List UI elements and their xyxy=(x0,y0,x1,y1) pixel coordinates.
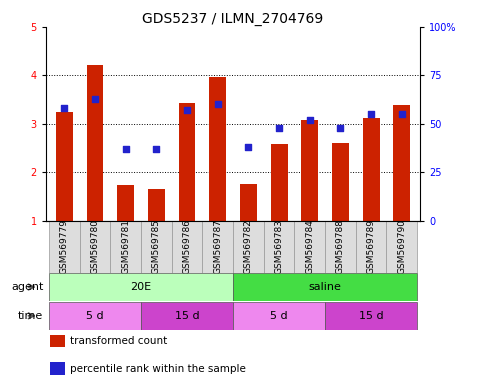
Bar xyxy=(325,302,417,329)
Bar xyxy=(49,273,233,301)
Text: GSM569783: GSM569783 xyxy=(274,219,284,274)
Bar xyxy=(393,106,410,221)
Bar xyxy=(80,221,110,273)
Point xyxy=(337,125,344,131)
Text: GSM569782: GSM569782 xyxy=(244,219,253,274)
Text: 5 d: 5 d xyxy=(86,311,104,321)
Bar xyxy=(110,221,141,273)
Text: agent: agent xyxy=(11,282,43,292)
Text: GSM569784: GSM569784 xyxy=(305,219,314,274)
Text: GSM569785: GSM569785 xyxy=(152,219,161,274)
Bar xyxy=(49,302,141,329)
Text: transformed count: transformed count xyxy=(70,336,168,346)
Text: GSM569781: GSM569781 xyxy=(121,219,130,274)
Point xyxy=(244,144,252,150)
Point xyxy=(153,146,160,152)
Point xyxy=(183,107,191,113)
Point xyxy=(60,105,68,111)
Text: GSM569790: GSM569790 xyxy=(398,219,406,274)
Bar xyxy=(301,120,318,221)
Bar xyxy=(240,184,257,221)
Bar xyxy=(117,185,134,221)
Point xyxy=(214,101,222,108)
Bar xyxy=(141,302,233,329)
Bar xyxy=(56,112,73,221)
Bar xyxy=(141,221,171,273)
Bar xyxy=(171,221,202,273)
Bar xyxy=(295,221,325,273)
Bar xyxy=(332,143,349,221)
Text: GSM569789: GSM569789 xyxy=(367,219,376,274)
Bar xyxy=(356,221,386,273)
Bar xyxy=(86,65,103,221)
Bar xyxy=(50,335,65,347)
Text: 15 d: 15 d xyxy=(175,311,199,321)
Point xyxy=(275,125,283,131)
Bar xyxy=(148,189,165,221)
Bar xyxy=(233,221,264,273)
Point xyxy=(122,146,129,152)
Text: GSM569779: GSM569779 xyxy=(60,219,69,274)
Bar xyxy=(233,273,417,301)
Text: 15 d: 15 d xyxy=(359,311,384,321)
Text: 20E: 20E xyxy=(130,282,152,292)
Point xyxy=(91,96,99,102)
Bar xyxy=(179,103,196,221)
Text: saline: saline xyxy=(309,282,341,292)
Bar xyxy=(49,221,80,273)
Point xyxy=(398,111,406,117)
Text: GSM569788: GSM569788 xyxy=(336,219,345,274)
Text: GSM569786: GSM569786 xyxy=(183,219,192,274)
Bar xyxy=(386,221,417,273)
Bar xyxy=(264,221,295,273)
Text: GSM569780: GSM569780 xyxy=(90,219,99,274)
Bar xyxy=(202,221,233,273)
Text: GDS5237 / ILMN_2704769: GDS5237 / ILMN_2704769 xyxy=(142,12,324,25)
Point xyxy=(367,111,375,117)
Text: percentile rank within the sample: percentile rank within the sample xyxy=(70,364,246,374)
Text: time: time xyxy=(18,311,43,321)
Bar xyxy=(363,118,380,221)
Bar xyxy=(270,144,287,221)
Point xyxy=(306,117,313,123)
Bar xyxy=(50,362,65,375)
Text: 5 d: 5 d xyxy=(270,311,288,321)
Bar xyxy=(233,302,325,329)
Bar xyxy=(325,221,356,273)
Bar xyxy=(209,77,226,221)
Text: GSM569787: GSM569787 xyxy=(213,219,222,274)
